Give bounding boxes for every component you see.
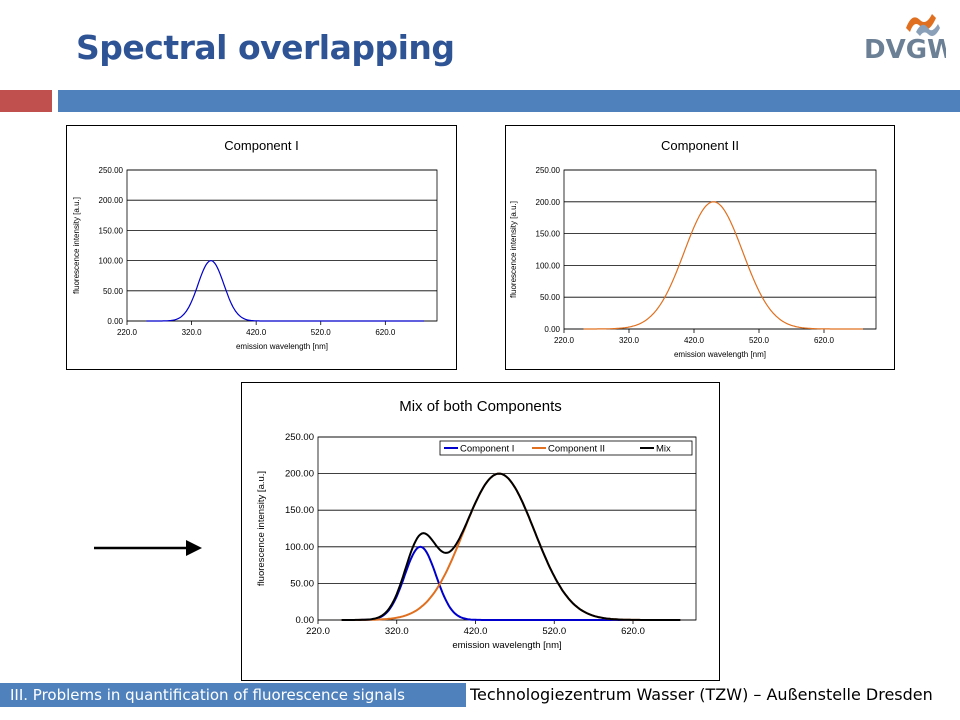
- y-tick-label: 200.00: [99, 196, 124, 205]
- y-tick-label: 0.00: [544, 325, 560, 334]
- chart-mix: Mix of both Components 0.00 50.00 100.00 150…: [256, 398, 697, 651]
- y-tick-label: 150.00: [285, 505, 314, 516]
- series-line-mix: [341, 472, 681, 621]
- x-tick-label: 420.0: [464, 626, 488, 637]
- x-tick-label: 620.0: [814, 336, 835, 345]
- series-line-component-i: [146, 259, 425, 322]
- x-tick-label: 420.0: [246, 328, 267, 337]
- y-tick-label: 200.00: [285, 469, 314, 480]
- y-tick-label: 250.00: [536, 166, 561, 175]
- y-tick-label: 150.00: [99, 226, 124, 235]
- legend-entry: Component I: [460, 444, 514, 455]
- legend-entry: Component II: [548, 444, 605, 455]
- plot-area: [126, 169, 438, 322]
- x-axis-label: emission wavelength [nm]: [452, 640, 561, 651]
- accent-bar-blue: [58, 90, 960, 112]
- chart-title: Component I: [224, 138, 298, 153]
- x-tick-label: 220.0: [306, 626, 330, 637]
- chart-legend: Component I Component II Mix: [439, 440, 693, 456]
- y-tick-label: 50.00: [290, 578, 314, 589]
- chart-component-1: Component I 0.00 50.00 100.00 150.00 200.00 25…: [72, 138, 438, 351]
- y-tick-label: 0.00: [296, 615, 315, 626]
- y-tick-label: 100.00: [285, 542, 314, 553]
- y-tick-label: 100.00: [99, 257, 124, 266]
- x-tick-label: 520.0: [749, 336, 770, 345]
- x-tick-label: 420.0: [684, 336, 705, 345]
- footer-section-label: III. Problems in quantification of fluor…: [0, 683, 466, 707]
- y-tick-label: 150.00: [536, 230, 561, 239]
- x-tick-label: 320.0: [385, 626, 409, 637]
- y-tick-label: 50.00: [103, 287, 124, 296]
- x-tick-label: 620.0: [621, 626, 645, 637]
- y-tick-label: 50.00: [540, 293, 561, 302]
- x-tick-label: 320.0: [182, 328, 203, 337]
- x-tick-label: 220.0: [117, 328, 138, 337]
- x-tick-label: 520.0: [542, 626, 566, 637]
- x-tick-label: 520.0: [311, 328, 332, 337]
- series-line-component-ii: [583, 201, 863, 330]
- footer-organization: Technologiezentrum Wasser (TZW) – Außens…: [470, 685, 933, 704]
- plot-area: [563, 169, 877, 330]
- chart-title: Mix of both Components: [399, 398, 562, 415]
- chart-title: Component II: [661, 138, 739, 153]
- x-axis-label: emission wavelength [nm]: [674, 350, 766, 359]
- chart-component-2: Component II 0.00 50.00 100.00 150.00 200.00 2…: [509, 138, 877, 359]
- x-tick-label: 220.0: [554, 336, 575, 345]
- right-arrow-icon: [94, 540, 202, 556]
- x-tick-label: 320.0: [619, 336, 640, 345]
- y-tick-label: 250.00: [285, 432, 314, 443]
- chart-panel-component-1: Component I 0.00 50.00 100.00 150.00 200.00 25…: [66, 125, 457, 370]
- x-tick-label: 620.0: [375, 328, 396, 337]
- logo-text: DVGW: [864, 35, 946, 65]
- dvgw-logo: DVGW: [864, 14, 946, 65]
- y-axis-label: fluorescence intensity [a.u.]: [256, 471, 267, 586]
- slide-title: Spectral overlapping: [76, 28, 455, 67]
- plot-area: [317, 436, 697, 621]
- chart-panel-mix: Mix of both Components 0.00 50.00 100.00 150…: [241, 382, 720, 681]
- y-tick-label: 200.00: [536, 198, 561, 207]
- legend-entry: Mix: [656, 444, 671, 455]
- y-tick-label: 0.00: [107, 317, 123, 326]
- y-tick-label: 100.00: [536, 261, 561, 270]
- chart-panel-component-2: Component II 0.00 50.00 100.00 150.00 200.00 2…: [505, 125, 895, 370]
- y-axis-label: fluorescence intensity [a.u.]: [72, 197, 81, 294]
- legend-box: [439, 440, 693, 456]
- y-tick-label: 250.00: [99, 166, 124, 175]
- accent-bar-red: [0, 90, 52, 112]
- y-axis-label: fluorescence intensity [a.u.]: [509, 201, 518, 298]
- logo-wave-icon: [906, 14, 936, 32]
- x-axis-label: emission wavelength [nm]: [236, 342, 328, 351]
